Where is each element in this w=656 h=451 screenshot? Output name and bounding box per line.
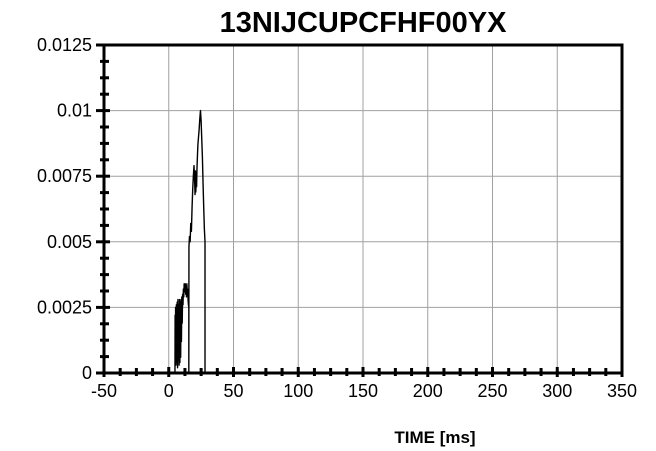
y-tick-label: 0.005 — [47, 232, 92, 252]
series-line — [104, 109, 622, 374]
x-tick-label: 150 — [348, 381, 378, 401]
y-tick-label: 0.0125 — [37, 35, 92, 55]
x-tick-label: 250 — [477, 381, 507, 401]
plot-frame — [102, 43, 624, 375]
x-tick-label: -50 — [91, 381, 117, 401]
x-tick-label: 350 — [607, 381, 637, 401]
plot-area — [104, 109, 622, 374]
x-axis-label: TIME [ms] — [394, 428, 475, 447]
y-tick-label: 0.01 — [57, 101, 92, 121]
x-axis-tick-labels: -50 0 50 100 150 200 250 300 350 — [91, 381, 637, 401]
x-tick-label: 300 — [542, 381, 572, 401]
y-tick-label: 0.0075 — [37, 166, 92, 186]
chart-title: 13NIJCUPCFHF00YX — [220, 7, 508, 39]
x-tick-label: 200 — [413, 381, 443, 401]
y-tick-label: 0.0025 — [37, 297, 92, 317]
x-tick-label: 100 — [283, 381, 313, 401]
gridlines — [104, 45, 622, 373]
x-tick-label: 50 — [223, 381, 243, 401]
y-axis-tick-labels: 0 0.0025 0.005 0.0075 0.01 0.0125 — [37, 35, 92, 383]
x-tick-label: 0 — [164, 381, 174, 401]
y-tick-label: 0 — [82, 363, 92, 383]
